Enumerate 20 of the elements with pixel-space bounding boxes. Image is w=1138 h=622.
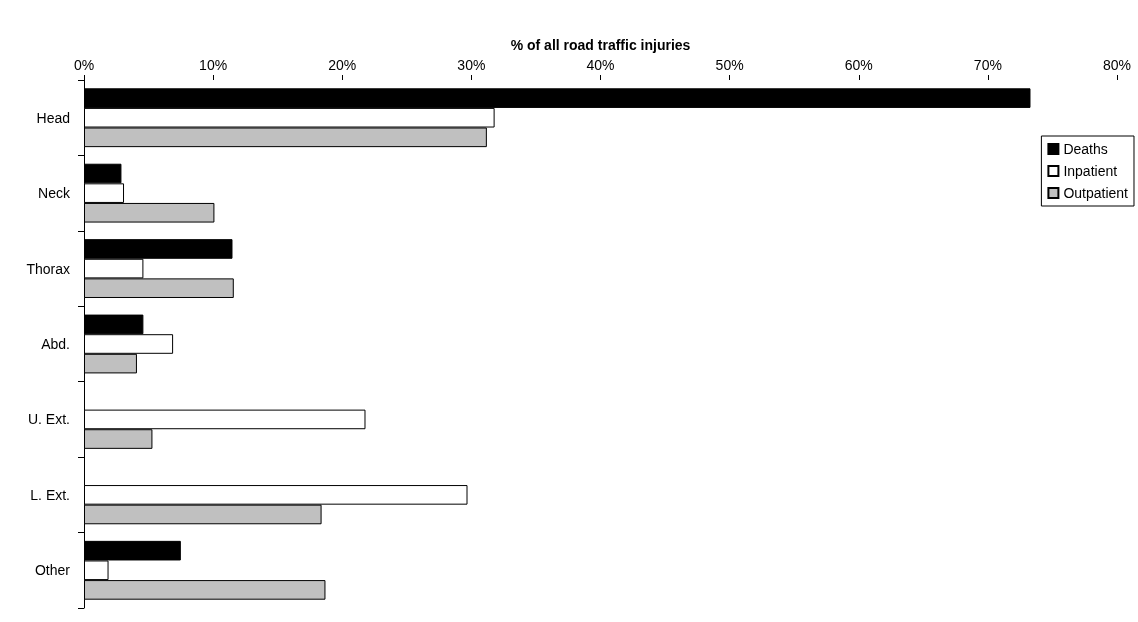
x-axis-title: % of all road traffic injuries — [510, 37, 691, 53]
x-tick-label: 40% — [586, 57, 615, 73]
x-tick-label: 20% — [328, 57, 357, 73]
legend-label: Inpatient — [1063, 163, 1118, 179]
x-tick-label: 80% — [1102, 57, 1132, 73]
y-tick-label: Neck — [38, 185, 71, 202]
x-tick-label: 60% — [844, 57, 873, 73]
y-tick-label: L. Ext. — [30, 486, 70, 503]
y-tick-label: Thorax — [26, 260, 70, 277]
x-tick-label: 0% — [73, 57, 95, 73]
x-tick-label: 30% — [457, 57, 486, 73]
y-tick-label: Head — [36, 109, 70, 126]
y-tick-label: U. Ext. — [27, 411, 70, 428]
x-tick-label: 50% — [715, 57, 744, 73]
legend-label: Deaths — [1063, 141, 1108, 157]
y-tick-label: Other — [34, 562, 71, 579]
legend-label: Outpatient — [1063, 185, 1129, 201]
y-tick-label: Abd. — [41, 336, 70, 352]
x-tick-label: 70% — [973, 57, 1002, 73]
x-tick-label: 10% — [199, 57, 228, 73]
